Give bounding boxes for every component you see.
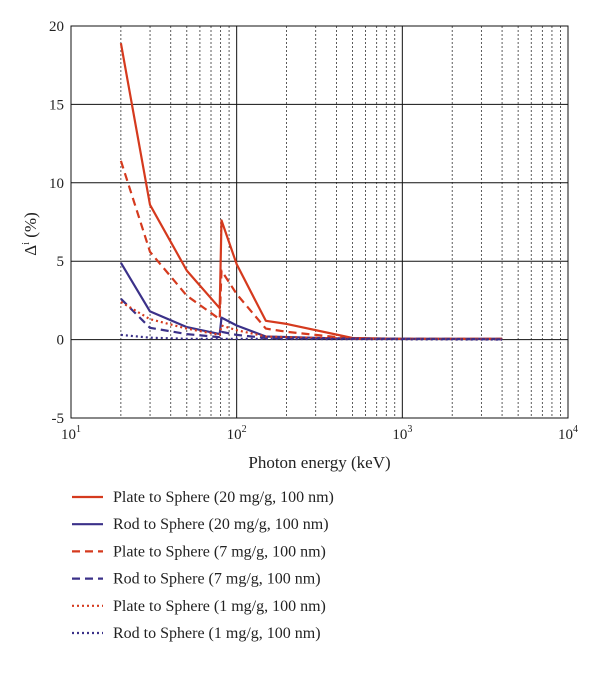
x-tick-base: 10: [392, 427, 407, 443]
legend-label: Plate to Sphere (1 mg/g, 100 nm): [113, 598, 326, 615]
x-tick-label: 103: [392, 424, 412, 443]
y-tick-label: 0: [57, 333, 65, 349]
y-axis-label: Δi (%): [21, 212, 40, 255]
series-line-4: [120, 298, 503, 341]
x-tick-exp: 3: [407, 424, 412, 435]
y-axis-label-sup: i: [21, 242, 32, 245]
plot-frame: [70, 25, 569, 419]
series-line-1: [119, 43, 503, 340]
y-tick-label: 20: [49, 19, 64, 35]
y-tick-label: -5: [52, 411, 65, 427]
x-tick-base: 10: [558, 427, 573, 443]
y-tick-label: 10: [49, 176, 64, 192]
x-tick-labels: 101 102 103 104: [61, 424, 578, 443]
x-tick-exp: 4: [573, 424, 578, 435]
x-tick-label: 104: [558, 424, 578, 443]
grid: [70, 25, 569, 419]
series-line-5: [120, 301, 503, 341]
x-tick-base: 10: [227, 427, 242, 443]
y-tick-labels: -5 0 5 10 15 20: [49, 19, 64, 427]
legend-label: Plate to Sphere (7 mg/g, 100 nm): [113, 543, 326, 560]
series-line-3: [119, 160, 503, 340]
legend-label: Rod to Sphere (20 mg/g, 100 nm): [113, 516, 329, 533]
x-tick-base: 10: [61, 427, 76, 443]
x-tick-label: 102: [227, 424, 247, 443]
y-axis-label-main: Δ: [21, 245, 40, 256]
legend: Plate to Sphere (20 mg/g, 100 nm) Rod to …: [72, 489, 334, 642]
plot-series: [119, 43, 503, 341]
legend-label: Rod to Sphere (7 mg/g, 100 nm): [113, 571, 321, 588]
x-tick-label: 101: [61, 424, 81, 443]
x-axis-label: Photon energy (keV): [248, 453, 390, 472]
x-tick-exp: 1: [76, 424, 81, 435]
legend-label: Rod to Sphere (1 mg/g, 100 nm): [113, 625, 321, 642]
y-axis-label-unit: (%): [21, 212, 40, 242]
y-tick-label: 15: [49, 97, 64, 113]
series-line-2: [119, 262, 503, 340]
legend-label: Plate to Sphere (20 mg/g, 100 nm): [113, 489, 334, 506]
series-line-6: [120, 333, 503, 341]
y-tick-label: 5: [57, 254, 65, 270]
x-tick-exp: 2: [242, 424, 247, 435]
